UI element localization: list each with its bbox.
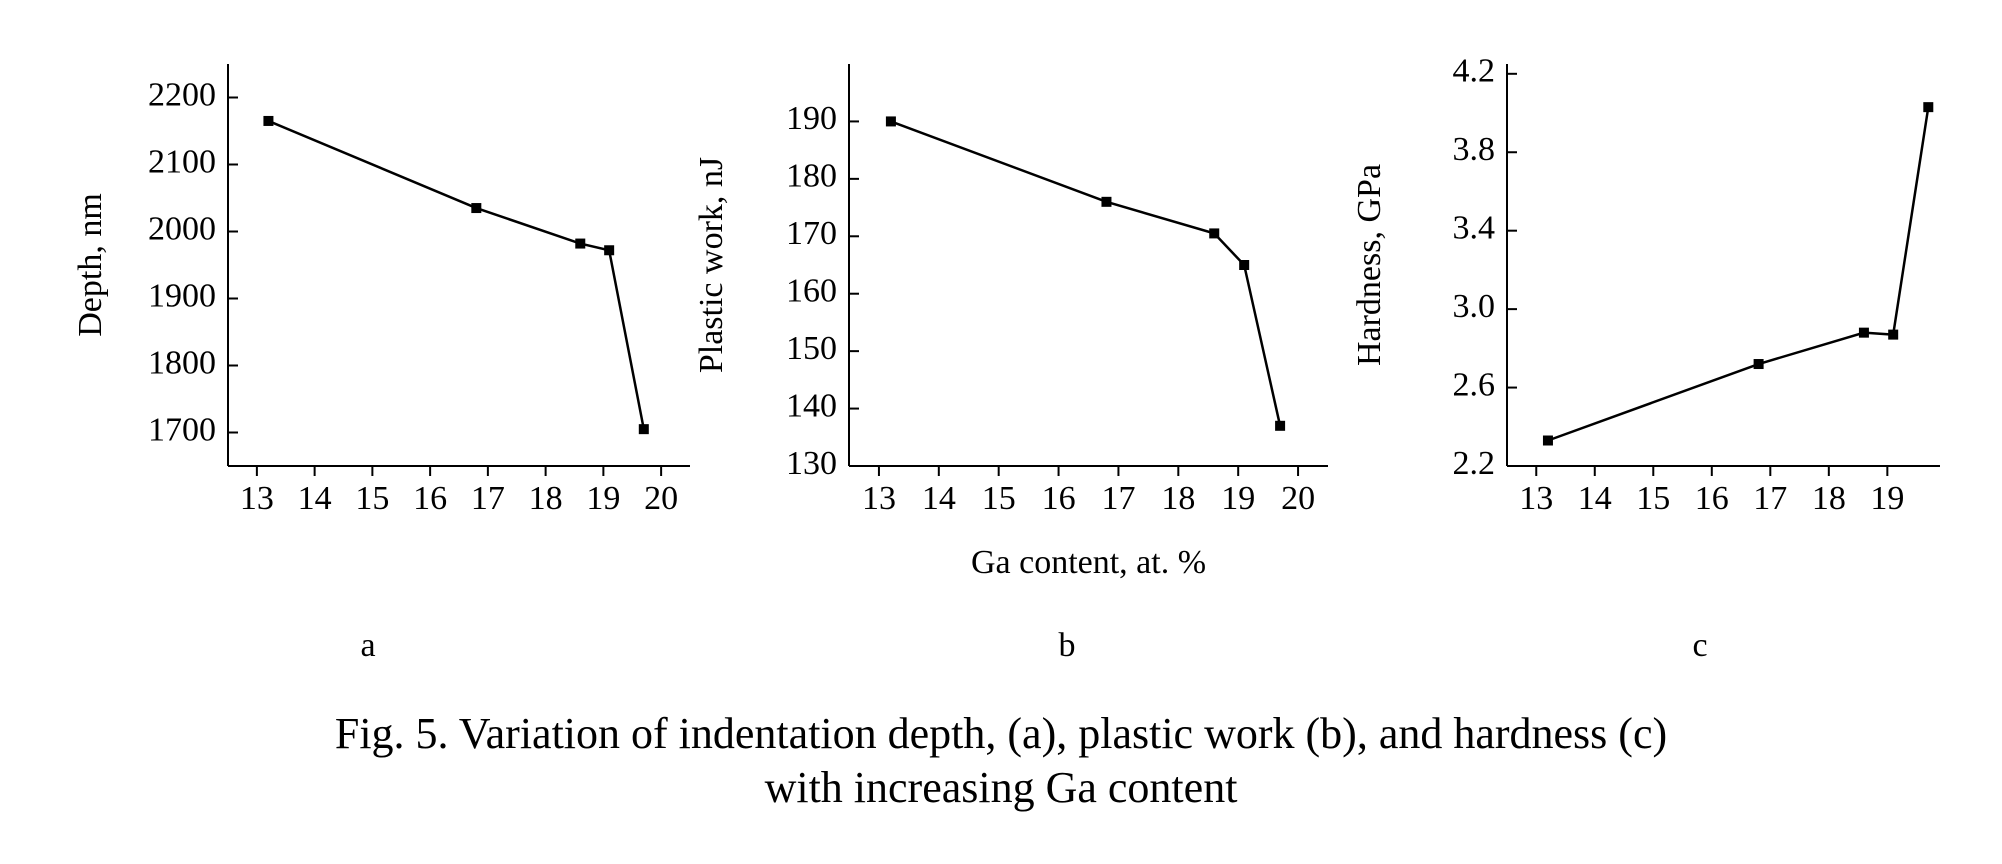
x-axis-label: Ga content, at. % bbox=[971, 544, 1206, 581]
y-tick-label: 2.2 bbox=[1453, 445, 1496, 482]
y-tick-label: 190 bbox=[786, 100, 837, 137]
y-tick-label: 1900 bbox=[148, 277, 216, 314]
x-tick-label: 18 bbox=[1812, 480, 1846, 517]
x-tick-label: 13 bbox=[240, 480, 274, 517]
marker bbox=[1101, 196, 1112, 207]
y-tick-label: 2200 bbox=[148, 76, 216, 113]
y-axis-label: Hardness, GPa bbox=[1351, 164, 1388, 366]
y-tick-label: 2000 bbox=[148, 210, 216, 247]
panel-label: c bbox=[1692, 627, 1707, 664]
x-tick-label: 13 bbox=[862, 480, 896, 517]
x-tick-label: 16 bbox=[1042, 480, 1076, 517]
x-tick-label: 15 bbox=[355, 480, 389, 517]
y-tick-label: 170 bbox=[786, 215, 837, 252]
y-tick-label: 130 bbox=[786, 445, 837, 482]
marker bbox=[638, 424, 649, 435]
x-tick-label: 15 bbox=[982, 480, 1016, 517]
x-tick-label: 19 bbox=[586, 480, 620, 517]
y-axis-label: Depth, nm bbox=[72, 193, 109, 337]
marker bbox=[1858, 327, 1869, 338]
y-tick-label: 3.8 bbox=[1453, 131, 1496, 168]
y-tick-label: 3.4 bbox=[1453, 209, 1496, 246]
y-tick-label: 3.0 bbox=[1453, 288, 1496, 325]
x-tick-label: 19 bbox=[1870, 480, 1904, 517]
marker bbox=[1923, 102, 1934, 113]
marker bbox=[604, 245, 615, 256]
line bbox=[1547, 106, 1930, 442]
marker bbox=[263, 115, 274, 126]
y-tick-label: 140 bbox=[786, 387, 837, 424]
caption: with increasing Ga content bbox=[765, 763, 1238, 812]
marker bbox=[1239, 260, 1250, 270]
caption: Fig. 5. Variation of indentation depth, … bbox=[335, 709, 1667, 758]
y-tick-label: 4.2 bbox=[1453, 53, 1496, 90]
x-tick-label: 17 bbox=[1101, 480, 1135, 517]
marker bbox=[575, 238, 586, 249]
x-tick-label: 13 bbox=[1519, 480, 1553, 517]
x-tick-label: 17 bbox=[1753, 480, 1787, 517]
x-tick-label: 14 bbox=[1578, 480, 1612, 517]
x-tick-label: 20 bbox=[644, 480, 678, 517]
marker bbox=[1753, 359, 1764, 370]
x-tick-label: 14 bbox=[922, 480, 956, 517]
panel-label: b bbox=[1059, 627, 1076, 664]
y-tick-label: 1800 bbox=[148, 344, 216, 381]
y-tick-label: 150 bbox=[786, 330, 837, 367]
y-tick-label: 160 bbox=[786, 273, 837, 310]
x-tick-label: 18 bbox=[1161, 480, 1195, 517]
line bbox=[267, 119, 646, 430]
marker bbox=[471, 203, 482, 214]
x-tick-label: 16 bbox=[1695, 480, 1729, 517]
y-axis-label: Plastic work, nJ bbox=[693, 157, 730, 373]
x-tick-label: 17 bbox=[471, 480, 505, 517]
marker bbox=[1542, 435, 1553, 446]
y-tick-label: 2100 bbox=[148, 143, 216, 180]
panel-label: a bbox=[360, 627, 375, 664]
x-tick-label: 19 bbox=[1221, 480, 1255, 517]
y-tick-label: 2.6 bbox=[1453, 366, 1496, 403]
x-tick-label: 14 bbox=[298, 480, 332, 517]
marker bbox=[1275, 420, 1286, 431]
x-tick-label: 20 bbox=[1281, 480, 1315, 517]
x-tick-label: 15 bbox=[1636, 480, 1670, 517]
marker bbox=[1209, 228, 1220, 239]
y-tick-label: 1700 bbox=[148, 411, 216, 448]
line bbox=[890, 120, 1282, 427]
marker bbox=[885, 116, 896, 127]
x-tick-label: 18 bbox=[529, 480, 563, 517]
x-tick-label: 16 bbox=[413, 480, 447, 517]
y-tick-label: 180 bbox=[786, 158, 837, 195]
marker bbox=[1888, 329, 1899, 340]
